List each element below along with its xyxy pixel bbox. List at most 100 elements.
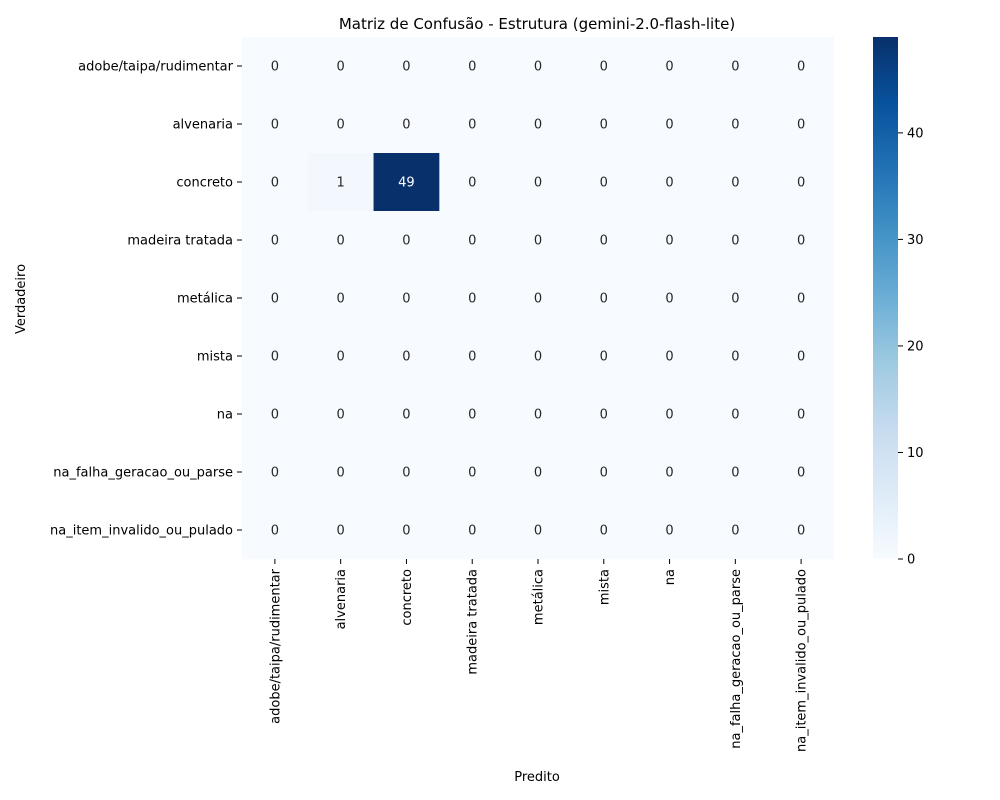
heatmap-cell [307,385,375,444]
heatmap-cell [768,211,835,270]
cell-value-label: 0 [600,292,608,307]
cell-value-label: 0 [665,60,673,75]
heatmap-cell [636,327,703,386]
heatmap-cell [373,95,440,154]
heatmap-cell [439,443,506,502]
x-tick-label: mista [597,569,612,605]
cell-value-label: 0 [337,524,345,539]
x-tick-label: adobe/taipa/rudimentar [268,568,283,723]
cell-value-label: 0 [665,350,673,365]
cell-value-label: 0 [271,408,279,423]
cell-value-label: 0 [600,350,608,365]
heatmap-cell [570,327,638,386]
heatmap-cell [242,211,309,270]
cell-value-label: 0 [534,292,542,307]
heatmap-cell [439,269,506,328]
heatmap-cell [636,443,703,502]
cell-value-label: 0 [337,234,345,249]
heatmap-cell [505,153,572,212]
heatmap-cell [307,95,375,154]
cell-value-label: 0 [402,60,410,75]
heatmap-cell [242,37,309,96]
heatmap-cell [242,385,309,444]
heatmap-cells [242,37,835,560]
x-axis-label: Predito [514,770,560,785]
cell-value-label: 0 [337,292,345,307]
x-tick-label: na [663,569,678,585]
heatmap-cell [439,37,506,96]
cell-value-label: 0 [534,234,542,249]
x-tick-label: madeira tratada [466,569,481,675]
cell-value-label: 0 [468,60,476,75]
heatmap-cell [505,95,572,154]
cell-value-label: 0 [402,118,410,133]
heatmap-cell [768,269,835,328]
cell-value-label: 0 [600,118,608,133]
y-tick-label: na_item_invalido_ou_pulado [50,524,233,539]
y-tick-label: adobe/taipa/rudimentar [78,60,233,75]
cell-value-label: 0 [665,524,673,539]
heatmap-cell [702,501,769,560]
y-tick-label: alvenaria [173,118,233,133]
heatmap-cell [505,327,572,386]
x-tick-label: metálica [532,569,547,625]
heatmap-cell [307,211,375,270]
heatmap-cell [570,385,638,444]
heatmap-cell [439,385,506,444]
heatmap-cell [505,501,572,560]
heatmap-cell [636,37,703,96]
cell-value-label: 0 [468,118,476,133]
cell-value-label: 0 [468,350,476,365]
heatmap-cell [505,37,572,96]
cell-value-label: 0 [534,524,542,539]
cell-value-label: 0 [402,234,410,249]
cell-value-label: 0 [600,524,608,539]
cell-value-label: 0 [468,292,476,307]
cell-value-label: 0 [600,234,608,249]
cell-value-label: 0 [402,408,410,423]
heatmap-cell [373,37,440,96]
heatmap-cell [570,37,638,96]
heatmap-cell [439,327,506,386]
x-axis-ticks: adobe/taipa/rudimentar alvenaria concreto m… [268,559,810,752]
heatmap-cell [505,211,572,270]
cell-value-label: 0 [337,350,345,365]
y-axis-ticks: adobe/taipa/rudimentar alvenaria concreto m… [50,60,242,539]
cell-value-label: 0 [731,234,739,249]
cell-value-label: 0 [797,118,805,133]
heatmap-cell [307,443,375,502]
colorbar-tick-label: 40 [907,126,924,141]
cell-value-label: 0 [665,292,673,307]
cell-value-label: 0 [534,60,542,75]
x-tick-label: concreto [400,569,415,626]
heatmap-cell [570,95,638,154]
heatmap-cell [636,211,703,270]
cell-value-label: 0 [271,118,279,133]
cell-value-label: 0 [271,292,279,307]
heatmap-cell [505,443,572,502]
heatmap-cell [768,385,835,444]
heatmap-cell [307,269,375,328]
y-axis-label: Verdadeiro [14,264,29,334]
cell-value-label: 0 [337,466,345,481]
cell-value-label: 0 [468,524,476,539]
heatmap-cell [768,37,835,96]
cell-value-label: 0 [665,176,673,191]
cell-value-label: 0 [402,466,410,481]
cell-value-label: 0 [600,466,608,481]
heatmap-cell-labels: 0 0 0 0 0 0 0 0 0 0 0 0 0 0 0 0 0 0 0 1 49 0 0 0 0 0 0 0 0 0 0 0 0 0 0 0 0 0 0… [271,60,806,539]
heatmap-cell [242,95,309,154]
cell-value-label: 0 [468,466,476,481]
heatmap-cell [439,153,506,212]
heatmap-cell [702,95,769,154]
cell-value-label: 0 [600,408,608,423]
heatmap-cell [570,443,638,502]
cell-value-label: 0 [797,176,805,191]
cell-value-label: 0 [534,176,542,191]
heatmap-cell [636,95,703,154]
heatmap-cell [307,153,375,212]
heatmap-cell [439,211,506,270]
cell-value-label: 0 [731,60,739,75]
cell-value-label: 0 [731,524,739,539]
y-tick-label: na [217,408,233,423]
